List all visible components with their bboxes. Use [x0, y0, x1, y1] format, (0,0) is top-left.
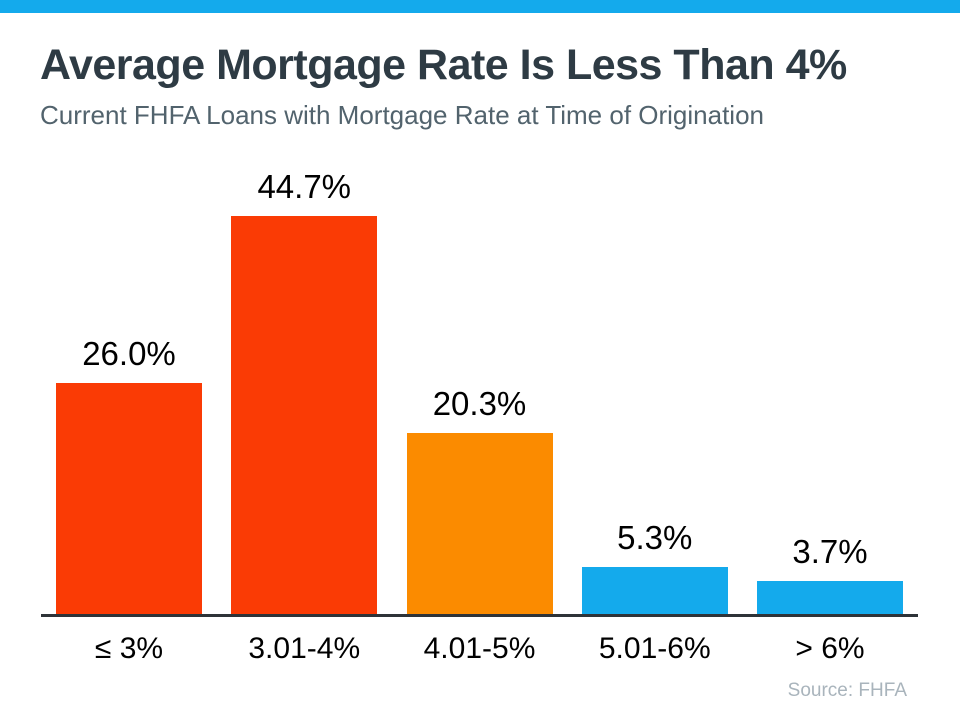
- bar-value-label: 5.3%: [617, 518, 693, 556]
- bar: [56, 383, 202, 614]
- x-axis-label: 4.01-5%: [423, 632, 536, 665]
- bar-value-label: 26.0%: [82, 334, 176, 372]
- bar-column: 5.3%: [581, 160, 728, 614]
- x-axis-labels: ≤ 3% 3.01-4% 4.01-5% 5.01-6% > 6%: [41, 631, 918, 667]
- bar: [757, 581, 903, 614]
- bar-chart: 26.0% 44.7% 20.3% 5.3% 3.7%: [41, 160, 918, 617]
- bar-value-label: 3.7%: [792, 532, 868, 570]
- bar: [581, 567, 728, 614]
- top-accent-stripe: [0, 0, 960, 13]
- bar: [406, 433, 553, 614]
- source-note: Source: FHFA: [787, 680, 907, 701]
- bar-column: 3.7%: [757, 160, 903, 614]
- x-axis-label: > 6%: [795, 632, 865, 665]
- page-title: Average Mortgage Rate Is Less Than 4%: [40, 41, 847, 89]
- bars-container: 26.0% 44.7% 20.3% 5.3% 3.7%: [41, 160, 918, 614]
- bar: [231, 216, 378, 614]
- bar-value-label: 20.3%: [432, 384, 527, 422]
- chart-subtitle: Current FHFA Loans with Mortgage Rate at…: [40, 100, 765, 130]
- x-axis-label: ≤ 3%: [94, 632, 164, 665]
- bar-column: 44.7%: [231, 160, 378, 614]
- bar-column: 20.3%: [406, 160, 553, 614]
- bar-value-label: 44.7%: [257, 167, 352, 205]
- x-axis-label: 5.01-6%: [598, 632, 711, 665]
- x-axis-label: 3.01-4%: [248, 632, 361, 665]
- bar-column: 26.0%: [56, 160, 202, 614]
